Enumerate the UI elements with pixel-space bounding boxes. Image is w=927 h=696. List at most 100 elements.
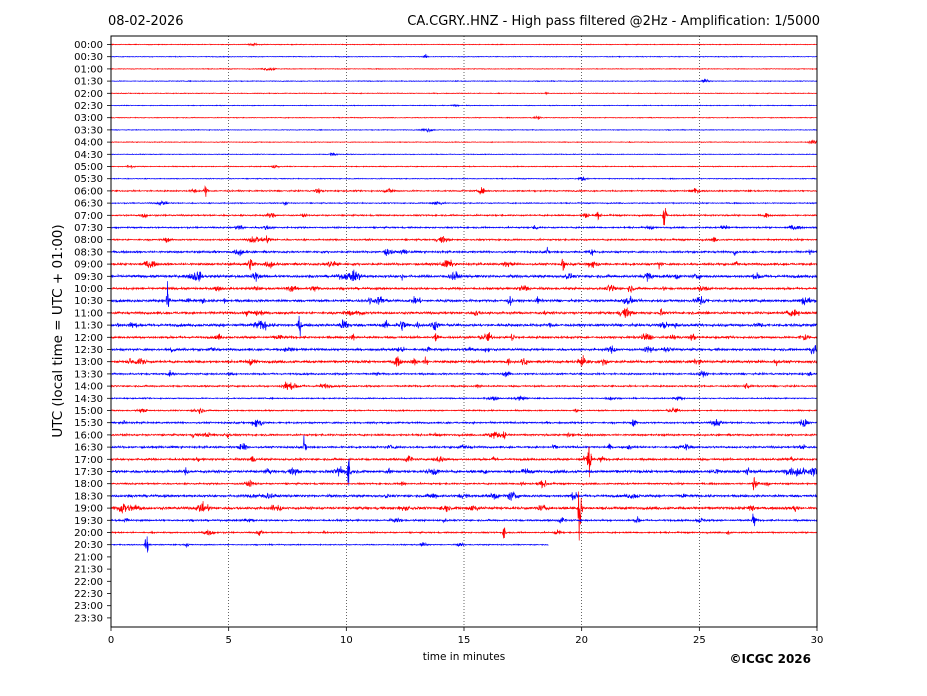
trace-line <box>110 407 817 415</box>
trace-line <box>110 53 817 59</box>
y-tick-label: 07:30 <box>74 223 103 234</box>
y-tick-label: 01:30 <box>74 77 103 88</box>
y-tick-label: 05:30 <box>74 174 103 185</box>
trace-line <box>110 527 817 539</box>
trace-line <box>110 513 817 527</box>
trace-line <box>110 491 818 541</box>
plot-frame <box>110 35 818 628</box>
y-tick-label: 23:30 <box>74 613 103 624</box>
y-tick-label: 20:00 <box>74 528 103 539</box>
trace-line <box>110 536 549 553</box>
trace-line <box>110 139 818 145</box>
y-tick-label: 21:00 <box>74 552 103 563</box>
date-label: 08-02-2026 <box>108 14 184 29</box>
y-tick-label: 07:00 <box>74 211 103 222</box>
y-tick-label: 00:30 <box>74 52 103 63</box>
y-tick-label: 22:00 <box>74 577 103 588</box>
x-tick-label: 0 <box>108 635 114 646</box>
y-tick-label: 16:00 <box>74 430 103 441</box>
y-tick-label: 08:30 <box>74 247 103 258</box>
chart-title: CA.CGRY..HNZ - High pass filtered @2Hz -… <box>407 14 820 29</box>
y-tick-label: 23:00 <box>74 601 103 612</box>
x-tick-label: 15 <box>458 635 471 646</box>
y-tick-label: 12:00 <box>74 333 103 344</box>
y-tick-label: 19:30 <box>74 516 103 527</box>
trace-line <box>110 176 818 181</box>
trace-line <box>110 246 818 257</box>
y-tick-label: 09:00 <box>74 260 103 271</box>
y-tick-label: 03:00 <box>74 113 103 124</box>
trace-line <box>110 152 817 157</box>
y-tick-label: 13:30 <box>74 369 103 380</box>
y-tick-label: 14:00 <box>74 382 103 393</box>
x-tick-label: 5 <box>225 635 231 646</box>
y-tick-label: 11:30 <box>74 321 103 332</box>
x-tick-label: 30 <box>811 635 824 646</box>
trace-line <box>110 91 817 96</box>
y-tick-label: 17:30 <box>74 467 103 478</box>
trace-line <box>110 355 818 367</box>
trace-line <box>110 284 817 293</box>
y-tick-label: 11:00 <box>74 308 103 319</box>
y-tick-label: 15:00 <box>74 406 103 417</box>
x-tick-label: 25 <box>693 635 706 646</box>
y-tick-label: 14:30 <box>74 394 103 405</box>
y-tick-label: 20:30 <box>74 540 103 551</box>
trace-line <box>110 435 818 451</box>
trace-line <box>110 200 817 207</box>
trace-line <box>110 66 817 72</box>
y-tick-label: 10:30 <box>74 296 103 307</box>
y-tick-label: 10:00 <box>74 284 103 295</box>
y-tick-label: 00:00 <box>74 40 103 51</box>
trace-line <box>110 42 817 47</box>
y-tick-label: 18:00 <box>74 479 103 490</box>
y-tick-label: 08:00 <box>74 235 103 246</box>
copyright-credit: ©ICGC 2026 <box>729 652 811 666</box>
y-tick-label: 04:30 <box>74 150 103 161</box>
trace-line <box>110 446 818 478</box>
trace-line <box>110 369 818 378</box>
y-tick-label: 06:30 <box>74 199 103 210</box>
trace-line <box>110 345 818 355</box>
trace-line <box>110 104 817 107</box>
seismic-traces <box>110 42 818 553</box>
trace-line <box>110 281 817 308</box>
trace-line <box>110 458 818 486</box>
y-tick-label: 16:30 <box>74 443 103 454</box>
y-tick-label: 18:30 <box>74 491 103 502</box>
x-axis-ticks: 0 5 10 15 20 25 30 <box>108 627 824 646</box>
trace-line <box>110 307 818 318</box>
y-tick-label: 09:30 <box>74 272 103 283</box>
trace-line <box>110 258 817 271</box>
trace-line <box>110 235 818 244</box>
trace-line <box>110 269 817 282</box>
trace-line <box>110 395 817 402</box>
trace-line <box>110 477 817 491</box>
trace-line <box>110 224 818 231</box>
y-tick-label: 19:00 <box>74 504 103 515</box>
trace-line <box>110 332 818 342</box>
y-tick-label: 01:00 <box>74 64 103 75</box>
trace-line <box>110 127 817 133</box>
x-tick-label: 10 <box>340 635 353 646</box>
trace-line <box>110 164 817 170</box>
y-tick-label: 02:00 <box>74 89 103 100</box>
trace-line <box>110 381 817 391</box>
y-tick-label: 03:30 <box>74 125 103 136</box>
y-tick-label: 06:00 <box>74 186 103 197</box>
trace-line <box>110 315 817 337</box>
trace-line <box>110 491 818 501</box>
trace-line <box>110 207 817 226</box>
y-tick-label: 17:00 <box>74 455 103 466</box>
y-tick-label: 22:30 <box>74 589 103 600</box>
y-tick-label: 15:30 <box>74 418 103 429</box>
y-tick-label: 13:00 <box>74 357 103 368</box>
trace-line <box>110 431 817 440</box>
y-tick-label: 21:30 <box>74 565 103 576</box>
y-axis-label: UTC (local time = UTC + 01:00) <box>50 224 66 437</box>
trace-line <box>110 418 818 428</box>
vertical-gridlines <box>228 36 700 627</box>
trace-line <box>110 78 817 83</box>
x-axis-label: time in minutes <box>423 651 505 663</box>
